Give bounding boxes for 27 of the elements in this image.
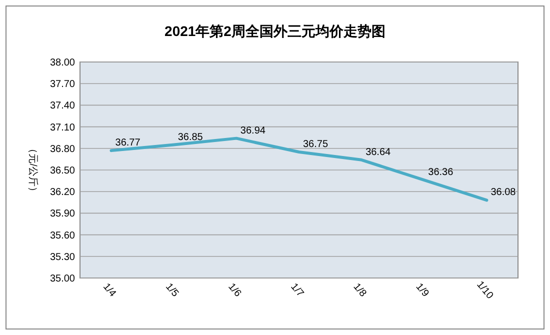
data-label: 36.08 — [490, 187, 516, 198]
y-axis-title: （元/公斤） — [27, 144, 39, 196]
y-tick-label: 37.70 — [50, 79, 76, 90]
data-label: 36.77 — [115, 138, 141, 149]
data-label: 36.36 — [428, 167, 454, 178]
x-tick-label: 1/9 — [413, 282, 432, 300]
y-tick-label: 35.00 — [50, 274, 76, 284]
data-label: 36.64 — [366, 146, 392, 158]
y-tick-label: 36.80 — [50, 144, 76, 155]
x-tick-label: 1/4 — [100, 282, 118, 300]
data-label: 36.85 — [178, 132, 204, 143]
y-tick-label: 35.90 — [50, 208, 76, 220]
y-tick-label: 36.50 — [50, 166, 76, 176]
y-tick-label: 37.40 — [50, 100, 76, 112]
y-tick-label: 38.00 — [50, 58, 76, 68]
x-tick-label: 1/10 — [474, 279, 496, 302]
data-label: 36.75 — [303, 139, 328, 150]
x-tick-label: 1/7 — [288, 282, 306, 300]
y-tick-label: 36.20 — [50, 187, 76, 198]
chart-title: 2021年第2周全国外三元均价走势图 — [164, 23, 386, 39]
x-tick-label: 1/8 — [350, 282, 368, 300]
x-tick-label: 1/5 — [163, 282, 181, 300]
y-tick-label: 35.30 — [50, 252, 76, 263]
y-tick-label: 37.10 — [50, 122, 76, 134]
x-tick-label: 1/6 — [226, 282, 244, 300]
data-label: 36.94 — [240, 125, 266, 136]
y-tick-label: 35.60 — [50, 230, 76, 242]
